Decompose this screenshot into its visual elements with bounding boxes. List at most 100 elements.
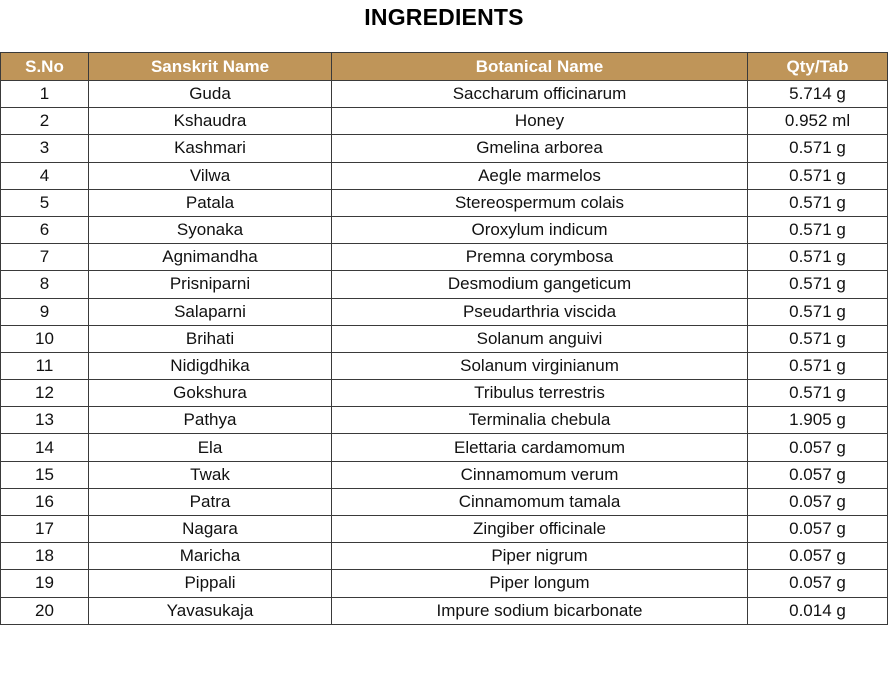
cell-sanskrit-name: Pathya	[88, 406, 332, 435]
cell-botanical-name: Gmelina arborea	[331, 134, 748, 163]
cell-botanical-name: Cinnamomum verum	[331, 460, 748, 489]
cell-sanskrit-name: Ela	[88, 433, 332, 462]
cell-botanical-name: Honey	[331, 107, 748, 136]
cell-qty-per-tab: 0.571 g	[747, 297, 888, 326]
table-row: 9 Salaparni Pseudarthria viscida 0.571 g	[0, 297, 888, 326]
cell-sno: 15	[0, 460, 89, 489]
cell-botanical-name: Tribulus terrestris	[331, 379, 748, 408]
cell-sanskrit-name: Vilwa	[88, 161, 332, 190]
cell-sno: 13	[0, 406, 89, 435]
cell-sanskrit-name: Patala	[88, 188, 332, 217]
cell-qty-per-tab: 0.571 g	[747, 188, 888, 217]
cell-sno: 19	[0, 569, 89, 598]
table-row: 2 Kshaudra Honey 0.952 ml	[0, 107, 888, 136]
cell-botanical-name: Elettaria cardamomum	[331, 433, 748, 462]
cell-botanical-name: Piper nigrum	[331, 542, 748, 571]
cell-sanskrit-name: Kashmari	[88, 134, 332, 163]
table-row: 13 Pathya Terminalia chebula 1.905 g	[0, 406, 888, 435]
table-row: 15 Twak Cinnamomum verum 0.057 g	[0, 460, 888, 489]
cell-qty-per-tab: 0.057 g	[747, 569, 888, 598]
cell-botanical-name: Solanum anguivi	[331, 324, 748, 353]
cell-qty-per-tab: 0.952 ml	[747, 107, 888, 136]
table-row: 6 Syonaka Oroxylum indicum 0.571 g	[0, 215, 888, 245]
cell-sanskrit-name: Patra	[88, 487, 332, 517]
cell-botanical-name: Stereospermum colais	[331, 188, 748, 217]
cell-sno: 9	[0, 297, 89, 326]
cell-qty-per-tab: 0.571 g	[747, 134, 888, 163]
table-row: 1 Guda Saccharum officinarum 5.714 g	[0, 79, 888, 109]
cell-qty-per-tab: 0.057 g	[747, 542, 888, 571]
cell-botanical-name: Piper longum	[331, 569, 748, 598]
ingredients-table: S.No Sanskrit Name Botanical Name Qty/Ta…	[0, 52, 888, 625]
cell-qty-per-tab: 0.571 g	[747, 324, 888, 353]
table-row: 3 Kashmari Gmelina arborea 0.571 g	[0, 134, 888, 163]
cell-botanical-name: Solanum virginianum	[331, 351, 748, 381]
cell-qty-per-tab: 5.714 g	[747, 79, 888, 109]
cell-sno: 16	[0, 487, 89, 517]
cell-sanskrit-name: Guda	[88, 79, 332, 109]
table-row: 14 Ela Elettaria cardamomum 0.057 g	[0, 433, 888, 462]
table-row: 20 Yavasukaja Impure sodium bicarbonate 0.0…	[0, 596, 888, 625]
table-row: 4 Vilwa Aegle marmelos 0.571 g	[0, 161, 888, 190]
cell-sanskrit-name: Kshaudra	[88, 107, 332, 136]
cell-sanskrit-name: Nidigdhika	[88, 351, 332, 381]
cell-qty-per-tab: 0.014 g	[747, 596, 888, 625]
cell-botanical-name: Aegle marmelos	[331, 161, 748, 190]
table-header-row: S.No Sanskrit Name Botanical Name Qty/Ta…	[0, 52, 888, 81]
cell-sanskrit-name: Twak	[88, 460, 332, 489]
cell-qty-per-tab: 0.057 g	[747, 514, 888, 544]
cell-sno: 14	[0, 433, 89, 462]
cell-sanskrit-name: Nagara	[88, 514, 332, 544]
cell-botanical-name: Oroxylum indicum	[331, 215, 748, 245]
cell-qty-per-tab: 0.571 g	[747, 243, 888, 272]
cell-sno: 18	[0, 542, 89, 571]
table-row: 11 Nidigdhika Solanum virginianum 0.571 g	[0, 351, 888, 381]
cell-sno: 11	[0, 351, 89, 381]
cell-qty-per-tab: 1.905 g	[747, 406, 888, 435]
cell-sanskrit-name: Brihati	[88, 324, 332, 353]
cell-sno: 5	[0, 188, 89, 217]
column-header-qty-per-tab: Qty/Tab	[747, 52, 888, 81]
cell-botanical-name: Pseudarthria viscida	[331, 297, 748, 326]
cell-sno: 4	[0, 161, 89, 190]
cell-botanical-name: Terminalia chebula	[331, 406, 748, 435]
cell-botanical-name: Zingiber officinale	[331, 514, 748, 544]
table-row: 17 Nagara Zingiber officinale 0.057 g	[0, 514, 888, 544]
cell-sno: 7	[0, 243, 89, 272]
cell-sno: 10	[0, 324, 89, 353]
table-row: 19 Pippali Piper longum 0.057 g	[0, 569, 888, 598]
table-row: 16 Patra Cinnamomum tamala 0.057 g	[0, 487, 888, 517]
table-row: 18 Maricha Piper nigrum 0.057 g	[0, 542, 888, 571]
cell-sanskrit-name: Gokshura	[88, 379, 332, 408]
cell-sanskrit-name: Pippali	[88, 569, 332, 598]
table-row: 10 Brihati Solanum anguivi 0.571 g	[0, 324, 888, 353]
table-row: 12 Gokshura Tribulus terrestris 0.571 g	[0, 379, 888, 408]
cell-qty-per-tab: 0.571 g	[747, 270, 888, 299]
cell-qty-per-tab: 0.571 g	[747, 379, 888, 408]
cell-sno: 17	[0, 514, 89, 544]
table-row: 7 Agnimandha Premna corymbosa 0.571 g	[0, 243, 888, 272]
column-header-sanskrit-name: Sanskrit Name	[88, 52, 332, 81]
cell-qty-per-tab: 0.571 g	[747, 161, 888, 190]
column-header-botanical-name: Botanical Name	[331, 52, 748, 81]
cell-sanskrit-name: Maricha	[88, 542, 332, 571]
table-body: 1 Guda Saccharum officinarum 5.714 g 2 Kshaud…	[0, 79, 888, 625]
cell-botanical-name: Saccharum officinarum	[331, 79, 748, 109]
cell-botanical-name: Impure sodium bicarbonate	[331, 596, 748, 625]
cell-qty-per-tab: 0.571 g	[747, 351, 888, 381]
cell-sanskrit-name: Syonaka	[88, 215, 332, 245]
table-row: 8 Prisniparni Desmodium gangeticum 0.571 g	[0, 270, 888, 299]
cell-qty-per-tab: 0.057 g	[747, 433, 888, 462]
cell-sno: 12	[0, 379, 89, 408]
cell-sno: 3	[0, 134, 89, 163]
cell-sno: 8	[0, 270, 89, 299]
cell-botanical-name: Cinnamomum tamala	[331, 487, 748, 517]
cell-qty-per-tab: 0.571 g	[747, 215, 888, 245]
cell-qty-per-tab: 0.057 g	[747, 460, 888, 489]
page-title: INGREDIENTS	[364, 4, 524, 30]
column-header-sno: S.No	[0, 52, 89, 81]
cell-qty-per-tab: 0.057 g	[747, 487, 888, 517]
cell-sno: 6	[0, 215, 89, 245]
cell-botanical-name: Premna corymbosa	[331, 243, 748, 272]
cell-botanical-name: Desmodium gangeticum	[331, 270, 748, 299]
